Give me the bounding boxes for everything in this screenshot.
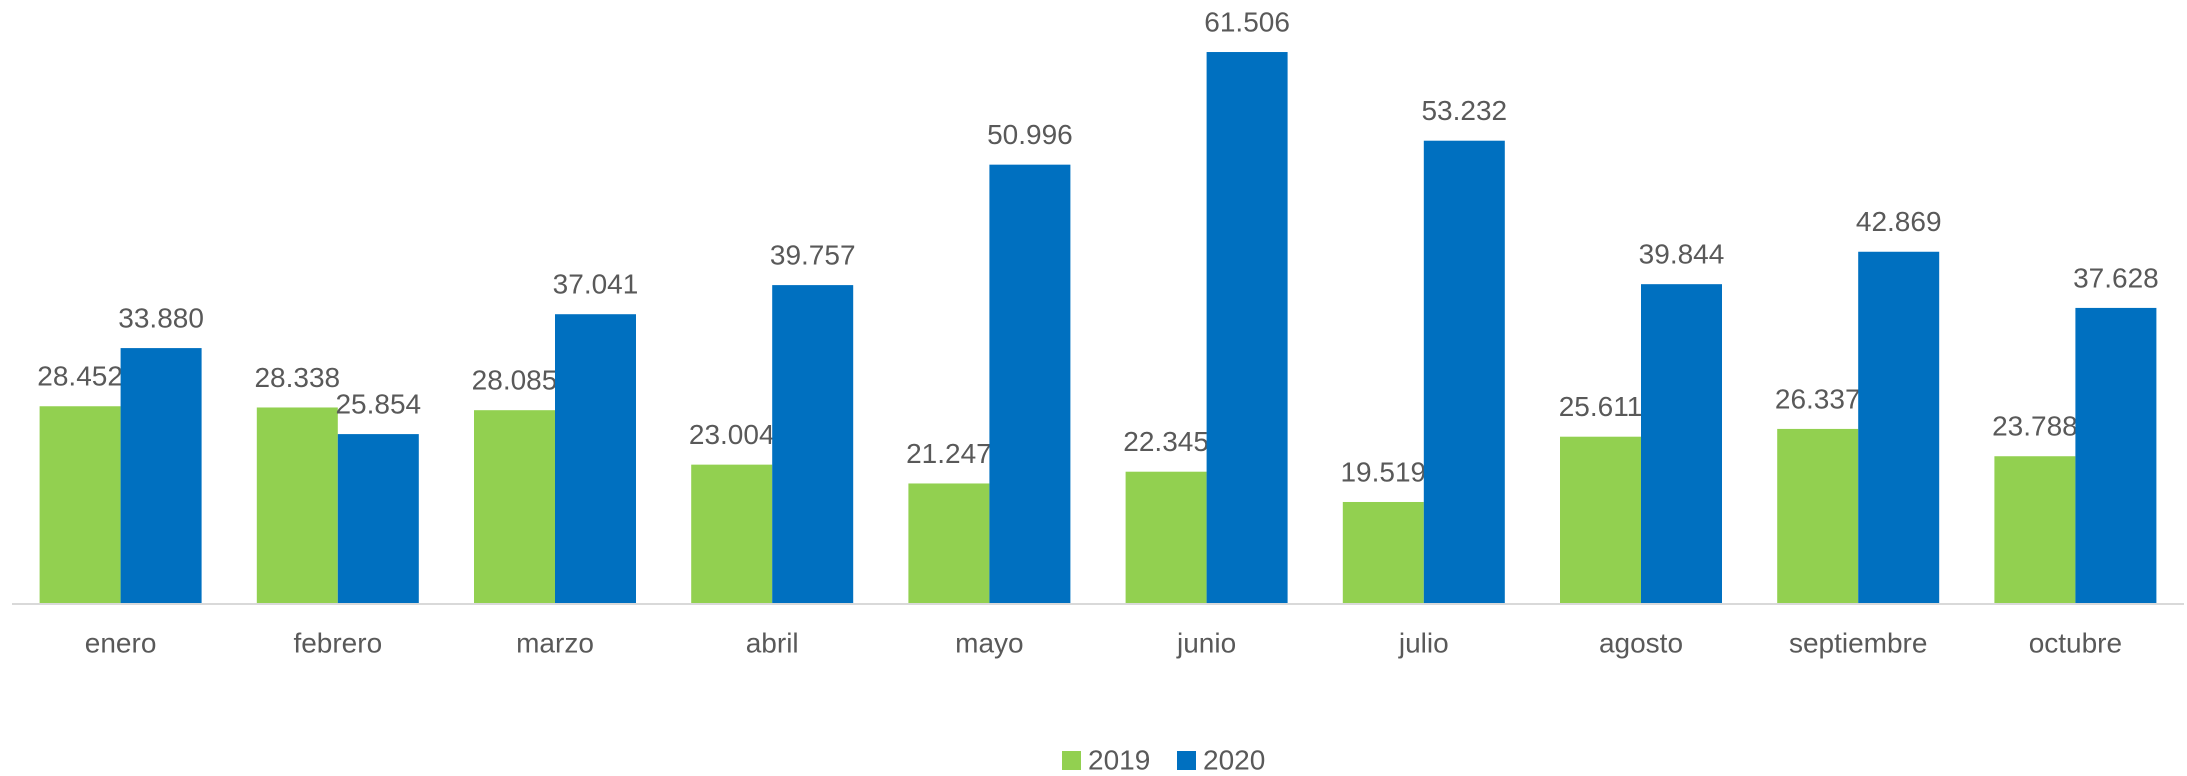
data-label: 21.247 [906, 438, 992, 469]
data-label: 39.757 [770, 239, 856, 270]
bar [1858, 251, 1940, 604]
bar [1423, 140, 1505, 604]
data-label: 37.628 [2073, 262, 2159, 293]
data-label: 42.869 [1856, 206, 1942, 237]
data-label: 33.880 [118, 302, 204, 333]
bar [1994, 456, 2076, 604]
x-tick-label: septiembre [1789, 627, 1928, 658]
x-tick-label: enero [85, 627, 157, 658]
x-tick-label: marzo [516, 627, 594, 658]
data-label: 37.041 [553, 269, 639, 300]
data-label: 50.996 [987, 119, 1073, 150]
data-label: 22.345 [1123, 426, 1209, 457]
data-label: 26.337 [1775, 383, 1861, 414]
bar [1125, 471, 1207, 604]
bar [908, 483, 990, 604]
bar [989, 164, 1071, 604]
bar [1206, 52, 1288, 605]
x-tick-label: abril [746, 627, 799, 658]
legend-swatch [1177, 751, 1196, 770]
legend-swatch [1062, 751, 1081, 770]
bar [120, 348, 202, 604]
bar [256, 407, 338, 604]
data-label: 39.844 [1639, 239, 1725, 270]
bar [39, 406, 121, 604]
data-label: 53.232 [1421, 95, 1507, 126]
bar [772, 285, 854, 604]
data-label: 28.338 [254, 362, 340, 393]
bar [1560, 436, 1641, 604]
x-tick-label: febrero [293, 627, 382, 658]
bar [337, 434, 419, 604]
data-label: 28.452 [37, 361, 123, 392]
data-label: 19.519 [1340, 456, 1426, 487]
bar [1342, 501, 1424, 604]
data-label: 23.004 [689, 419, 775, 450]
x-tick-label: julio [1398, 627, 1449, 658]
x-tick-label: octubre [2029, 627, 2122, 658]
bar [555, 314, 636, 604]
bar [1641, 284, 1722, 604]
x-tick-label: agosto [1599, 627, 1683, 658]
data-label: 28.085 [472, 365, 558, 396]
data-label: 25.854 [335, 388, 421, 419]
legend-label: 2020 [1203, 744, 1265, 775]
bar [2075, 307, 2157, 604]
data-label: 25.611 [1559, 391, 1643, 422]
data-label: 61.506 [1204, 6, 1290, 37]
data-label: 23.788 [1992, 411, 2078, 442]
legend-label: 2019 [1088, 744, 1150, 775]
x-tick-label: junio [1176, 627, 1236, 658]
bar [474, 410, 555, 604]
bar [691, 464, 773, 604]
x-tick-label: mayo [955, 627, 1023, 658]
bar [1777, 428, 1859, 604]
